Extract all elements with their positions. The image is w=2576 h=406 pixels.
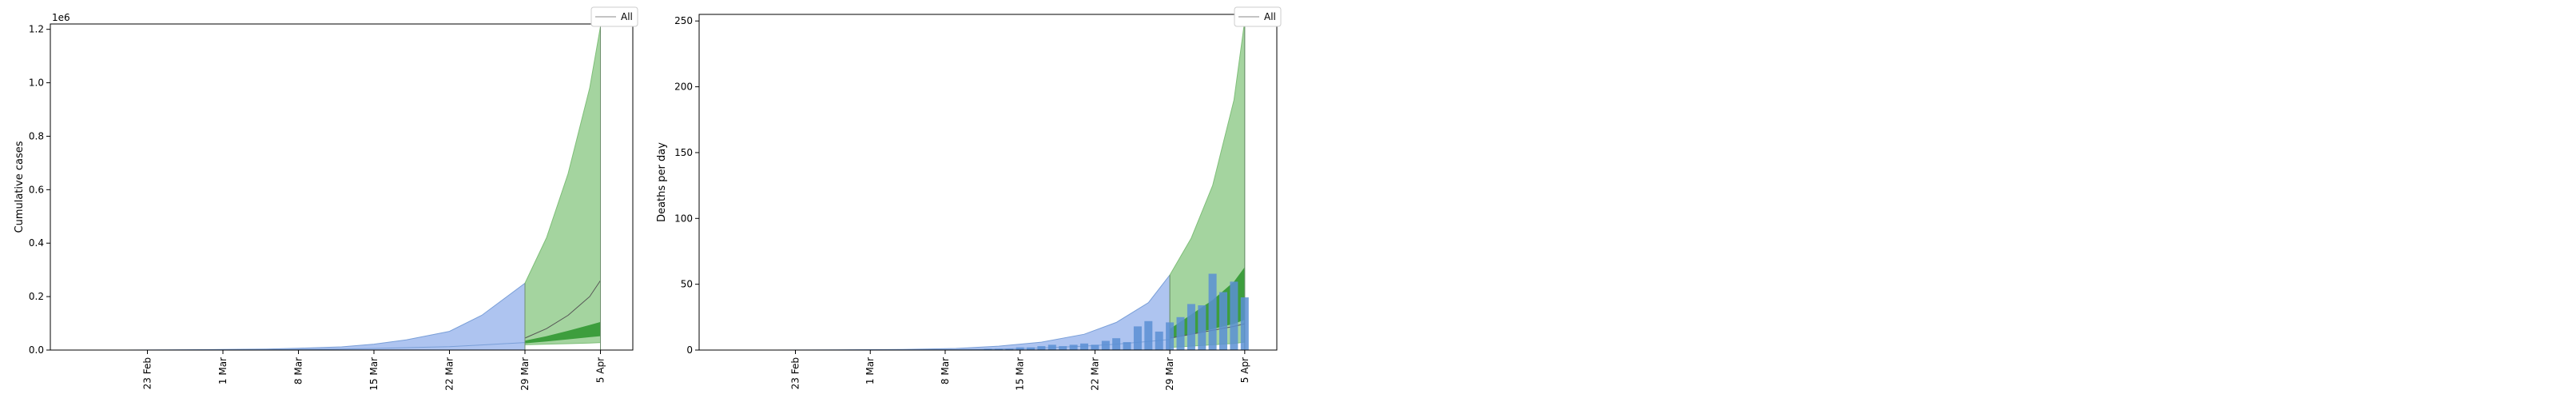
chart-2-observed-bar <box>1133 326 1142 350</box>
chart-1-x-tick-label: 1 Mar <box>217 357 229 384</box>
chart-2-x-tick-label: 15 Mar <box>1015 357 1026 391</box>
chart-1-fit-interval-band <box>125 282 526 351</box>
chart-2-legend-label: All <box>1264 11 1276 22</box>
chart-1-y-tick-label: 0.4 <box>29 237 44 249</box>
chart-2-x-tick-label: 23 Feb <box>790 357 801 389</box>
chart-1-y-tick-label: 1.2 <box>29 24 44 35</box>
chart-2-x-tick-label: 1 Mar <box>865 357 876 384</box>
chart-2-y-tick-label: 200 <box>674 82 693 93</box>
chart-1-x-axis: 23 Feb 1 Mar 8 Mar 15 Mar 22 Mar 29 Mar 5 Apr <box>142 350 606 391</box>
chart-2-observed-bar <box>1208 273 1217 350</box>
chart-2-y-tick-label: 50 <box>681 279 693 290</box>
chart-2-observed-bar <box>1037 346 1046 350</box>
chart-1-offset-label: 1e6 <box>52 12 70 23</box>
chart-2-plot-frame <box>698 14 1278 351</box>
chart-1-x-tick-label: 22 Mar <box>444 357 455 391</box>
chart-2-observed-bar <box>1144 320 1153 350</box>
chart-1-x-tick-label: 29 Mar <box>519 357 531 391</box>
chart-2-observed-bar <box>1101 340 1110 350</box>
chart-1-x-tick-label: 8 Mar <box>293 357 304 384</box>
chart-2-observed-bar <box>1187 304 1195 350</box>
chart-2-observed-bar <box>1059 346 1067 350</box>
chart-2-observed-bar <box>1230 281 1238 350</box>
chart-1-x-tick-label: 15 Mar <box>368 357 380 391</box>
chart-2-observed-bar <box>1047 344 1056 350</box>
chart-1-x-tick-label: 5 Apr <box>595 357 606 383</box>
chart-1-y-tick-label: 0.2 <box>29 291 44 302</box>
chart-2-observed-bar <box>1240 297 1249 350</box>
chart-2-x-tick-label: 5 Apr <box>1239 357 1250 383</box>
chart-1-y-axis: 0.0 0.2 0.4 0.6 0.8 1.0 1.2 <box>29 24 50 356</box>
chart-1-y-tick-label: 0.0 <box>29 344 44 356</box>
chart-2-legend: All <box>1234 6 1282 27</box>
chart-2-observed-bar <box>984 348 992 350</box>
chart-2-observed-bar <box>1005 348 1014 350</box>
chart-2-data-layer <box>773 21 1249 351</box>
chart-2-y-tick-label: 150 <box>674 147 693 158</box>
chart-2-observed-bar <box>1080 343 1088 350</box>
chart-2-x-tick-label: 29 Mar <box>1164 357 1175 391</box>
chart-2-fit-interval-band <box>773 273 1171 351</box>
chart-2-y-tick-label: 250 <box>674 15 693 26</box>
chart-2-observed-bar <box>1091 344 1099 350</box>
chart-2-y-tick-label: 100 <box>674 213 693 224</box>
chart-2-y-axis-label: Deaths per day <box>656 142 668 222</box>
chart-1-plot-frame <box>50 23 634 351</box>
chart-2-y-axis: 0 50 100 150 200 250 <box>674 15 699 356</box>
chart-1-legend-label: All <box>621 11 633 22</box>
chart-2-y-tick-label: 0 <box>686 344 693 356</box>
chart-1-forecast-inner-band <box>525 321 601 344</box>
chart-1-x-tick-label: 23 Feb <box>142 357 153 389</box>
chart-2-observed-bar <box>1198 305 1207 350</box>
chart-2-observed-bar <box>1166 322 1175 350</box>
chart-1-median-forecast-line <box>524 280 601 339</box>
chart-2-observed-bar <box>1027 347 1035 350</box>
chart-2-observed-bar <box>1219 292 1227 350</box>
chart-2-observed-bar <box>1112 338 1121 350</box>
chart-1-y-tick-label: 0.8 <box>29 130 44 141</box>
chart-2-observed-bar <box>1176 316 1185 350</box>
chart-2-x-tick-label: 8 Mar <box>940 357 951 384</box>
chart-1-y-tick-label: 0.6 <box>29 184 44 195</box>
chart-1-y-axis-label: Cumulative cases <box>14 141 26 233</box>
chart-2-x-tick-label: 22 Mar <box>1089 357 1100 391</box>
chart-2-observed-bar <box>1016 347 1024 350</box>
chart-2-observed-bar <box>1123 342 1131 350</box>
chart-1-legend: All <box>590 6 638 27</box>
chart-1-y-tick-label: 1.0 <box>29 78 44 89</box>
chart-2-observed-bar <box>1069 344 1078 350</box>
chart-2-x-axis: 23 Feb 1 Mar 8 Mar 15 Mar 22 Mar 29 Mar 5 Apr <box>790 350 1250 391</box>
chart-1-data-layer <box>125 26 601 351</box>
chart-2-observed-bar <box>994 348 1003 350</box>
chart-2-observed-bar <box>1155 331 1163 350</box>
